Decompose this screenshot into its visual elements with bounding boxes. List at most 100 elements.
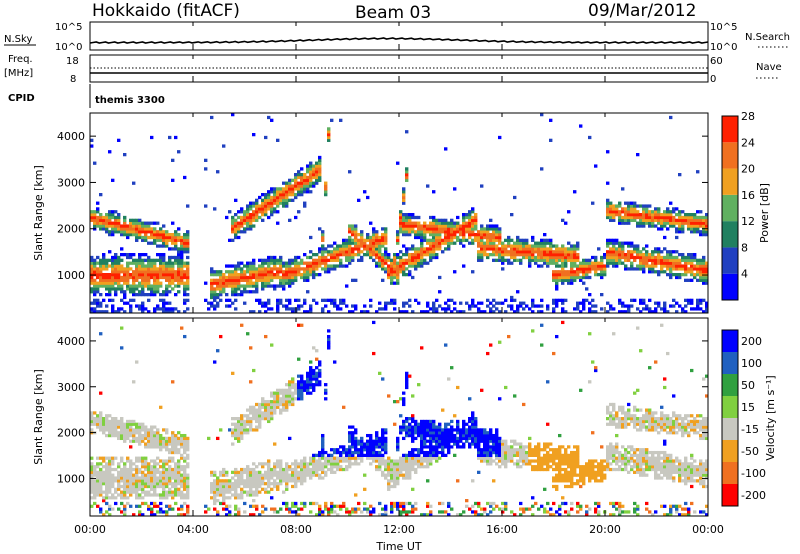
power-cell	[279, 255, 283, 260]
power-cell	[345, 244, 349, 248]
power-cell	[543, 250, 547, 254]
vel-cell	[444, 442, 448, 446]
power-cell	[624, 213, 628, 217]
power-cell	[117, 255, 121, 260]
power-cell	[285, 181, 289, 185]
power-cell	[267, 307, 271, 311]
power-cell	[459, 224, 463, 228]
vel-cell	[114, 433, 118, 438]
power-cell	[453, 221, 457, 225]
vel-cell	[285, 402, 289, 407]
power-cell	[606, 244, 610, 248]
power-cell	[171, 310, 175, 314]
power-cell	[282, 261, 286, 265]
power-cell	[696, 224, 700, 228]
vel-cell	[237, 417, 241, 421]
vel-cell	[387, 484, 391, 489]
vel-cell	[330, 465, 334, 469]
vel-cell	[378, 459, 382, 463]
vel-cell	[156, 431, 160, 435]
power-cell	[636, 153, 640, 157]
power-cell	[237, 264, 241, 268]
power-cell	[93, 307, 97, 311]
power-cell	[117, 221, 121, 225]
power-cell	[120, 290, 124, 294]
power-cell	[663, 255, 667, 260]
vel-cell	[138, 504, 142, 508]
vel-cell	[135, 482, 139, 486]
vel-cell	[402, 456, 406, 460]
vel-cell	[255, 417, 259, 421]
power-cell	[435, 310, 439, 314]
power-cell	[513, 310, 517, 314]
vel-cell	[135, 459, 139, 463]
power-cell	[351, 230, 355, 234]
vel-cell	[444, 343, 448, 347]
vel-cell	[210, 490, 214, 494]
power-cell	[339, 307, 343, 311]
vel-cell	[306, 462, 310, 466]
vel-cell	[105, 493, 109, 497]
power-cell	[261, 284, 265, 288]
power-cell	[510, 261, 514, 265]
power-cell	[561, 258, 565, 262]
vel-cell	[276, 400, 280, 404]
power-cell	[120, 230, 124, 234]
power-cell	[636, 267, 640, 271]
vel-cell	[336, 462, 340, 466]
vel-cell	[153, 479, 157, 483]
power-cell	[558, 264, 562, 268]
power-cell	[627, 221, 631, 225]
power-cell	[171, 255, 175, 260]
vel-cell	[249, 504, 253, 508]
vel-cell	[249, 408, 253, 412]
power-cell	[639, 267, 643, 271]
vel-cell	[267, 462, 271, 466]
power-cell	[234, 264, 238, 268]
power-cell	[297, 193, 301, 197]
power-cell	[660, 264, 664, 268]
vel-cell	[288, 402, 292, 407]
vel-cell	[399, 501, 403, 506]
power-cell	[648, 253, 652, 257]
power-cell	[183, 293, 187, 297]
power-cell	[648, 307, 652, 311]
power-cell	[447, 298, 451, 302]
power-cell	[513, 255, 517, 260]
power-cell	[246, 278, 250, 282]
power-cell	[327, 267, 331, 271]
vel-cell	[255, 476, 259, 480]
vel-cell	[270, 411, 274, 415]
vel-cell	[105, 456, 109, 460]
power-cell	[612, 210, 616, 214]
power-cell	[672, 267, 676, 271]
vel-cell	[414, 459, 418, 463]
power-cell	[90, 213, 94, 217]
vel-cell	[252, 417, 256, 421]
power-cell	[642, 213, 646, 217]
vel-cell	[399, 431, 403, 435]
vel-cell	[270, 400, 274, 404]
vel-cell	[417, 431, 421, 435]
power-cell	[255, 273, 259, 277]
vel-cell	[414, 419, 418, 424]
power-cell	[126, 301, 130, 305]
power-cell	[423, 310, 427, 314]
power-cell	[297, 170, 301, 174]
power-cell	[408, 253, 412, 257]
power-cell	[618, 215, 622, 220]
vel-cell	[225, 507, 229, 511]
power-cell	[486, 233, 490, 237]
power-cell	[294, 275, 298, 280]
vel-cell	[264, 482, 268, 486]
power-cell	[117, 230, 121, 234]
power-cell	[669, 275, 673, 280]
vel-cell	[249, 467, 253, 472]
vel-cell	[144, 436, 148, 441]
power-cell	[693, 221, 697, 225]
power-cell	[600, 264, 604, 268]
vel-cell	[405, 428, 409, 432]
power-cell	[609, 204, 613, 208]
power-cell	[174, 284, 178, 288]
vel-cell	[243, 484, 247, 489]
